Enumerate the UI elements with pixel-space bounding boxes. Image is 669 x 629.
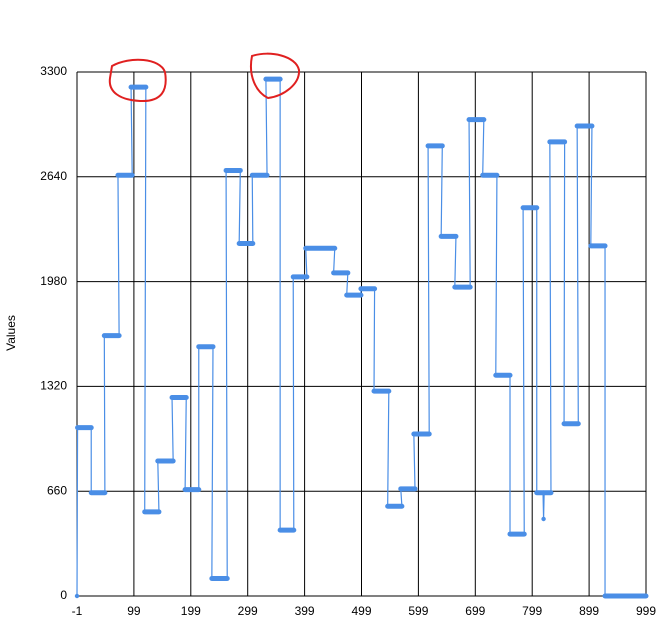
y-tick-label: 1320 [40,379,67,393]
y-tick-label: 1980 [40,274,67,288]
y-tick-label: 660 [47,483,67,497]
y-tick-label: 2640 [40,169,67,183]
annotation-circle [250,52,301,100]
y-tick-label: 0 [60,588,67,602]
y-axis-label: Values [4,315,18,351]
annotation-circle [108,58,167,103]
x-tick-label: 299 [238,604,258,618]
x-tick-label: 99 [127,604,141,618]
x-tick-label: 399 [295,604,315,618]
x-tick-label: -1 [72,604,83,618]
x-tick-label: 699 [465,604,485,618]
plot-area: 0 660 1320 1980 2640 3300 -1 99 199 299 399 499 599 6… [40,64,656,618]
x-tick-label: 599 [408,604,428,618]
data-point [74,593,80,599]
data-point [541,516,546,522]
x-tick-label: 499 [351,604,371,618]
x-tick-label: 899 [579,604,599,618]
x-tick-label: 799 [522,604,542,618]
x-tick-label: 999 [636,604,656,618]
y-tick-label: 3300 [40,64,67,78]
x-tick-label: 199 [181,604,201,618]
